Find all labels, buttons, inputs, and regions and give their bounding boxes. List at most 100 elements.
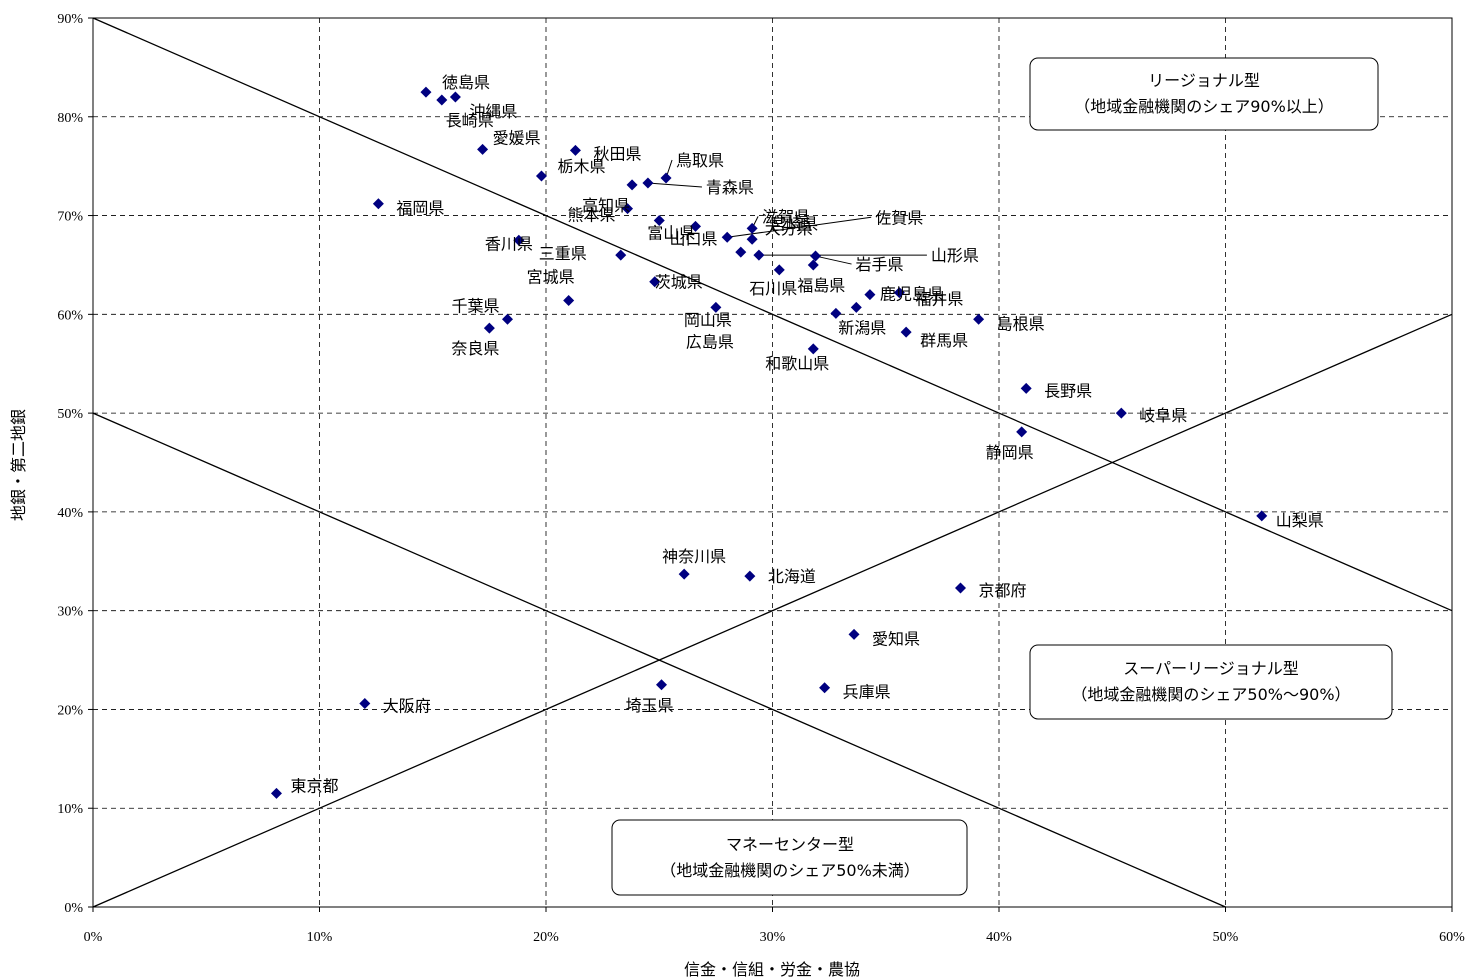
data-label: 熊本県 <box>568 206 616 225</box>
data-point <box>1115 407 1127 419</box>
data-point <box>848 628 860 640</box>
data-point <box>893 287 905 299</box>
x-tick-label: 0% <box>84 930 103 945</box>
annotation-money-center-title: マネーセンター型 <box>726 835 854 854</box>
x-tick-label: 60% <box>1439 930 1465 945</box>
data-label: 福島県 <box>797 276 845 295</box>
data-label: 愛媛県 <box>493 128 541 147</box>
data-label: 宮崎県 <box>770 214 818 233</box>
label-leader-line <box>647 182 702 188</box>
data-label: 千葉県 <box>451 296 499 315</box>
data-point <box>569 144 581 156</box>
data-label: 宮城県 <box>527 268 575 287</box>
data-point <box>678 568 690 580</box>
data-point <box>850 301 862 313</box>
annotation-money-center: マネーセンター型 （地域金融機関のシェア50%未満） <box>611 819 968 896</box>
data-label: 静岡県 <box>986 443 1034 462</box>
data-point <box>270 787 282 799</box>
data-point <box>660 172 672 184</box>
annotation-super-regional-subtitle: （地域金融機関のシェア50%〜90%） <box>1071 685 1350 704</box>
data-point <box>563 295 575 307</box>
data-label: 長野県 <box>1044 381 1092 400</box>
data-label: 京都府 <box>978 581 1026 600</box>
data-label: 広島県 <box>686 332 734 351</box>
data-label: 新潟県 <box>838 318 886 337</box>
tick-labels: 0% 10% 20% 30% 40% 50% 60% 0% 10% 20% 30% 40% 50% 60%… <box>57 12 1465 945</box>
data-point <box>477 143 489 155</box>
annotation-money-center-subtitle: （地域金融機関のシェア50%未満） <box>660 861 920 880</box>
data-label: 茨城県 <box>655 273 703 292</box>
y-tick-label: 60% <box>57 308 83 323</box>
data-label: 和歌山県 <box>765 354 829 373</box>
data-point <box>689 220 701 232</box>
y-tick-label: 70% <box>57 210 83 225</box>
data-point <box>1020 382 1032 394</box>
y-tick-label: 10% <box>57 802 83 817</box>
data-label: 石川県 <box>749 279 797 298</box>
data-point <box>372 198 384 210</box>
data-point <box>501 313 513 325</box>
y-tick-label: 90% <box>57 12 83 27</box>
data-point <box>513 234 525 246</box>
leader-lines <box>647 159 927 265</box>
data-point <box>615 249 627 261</box>
x-tick-label: 40% <box>986 930 1012 945</box>
label-leader-line <box>815 255 852 265</box>
data-label: 奈良県 <box>451 339 499 358</box>
x-tick-label: 30% <box>760 930 786 945</box>
data-point <box>649 276 661 288</box>
data-point <box>656 679 668 691</box>
data-label: 神奈川県 <box>662 547 726 566</box>
data-label: 長崎県 <box>446 111 494 130</box>
data-point <box>626 179 638 191</box>
data-label: 埼玉県 <box>626 696 674 715</box>
data-point <box>900 326 912 338</box>
annotation-regional: リージョナル型 （地域金融機関のシェア90%以上） <box>1029 57 1379 131</box>
annotation-boxes: リージョナル型 （地域金融機関のシェア90%以上） スーパーリージョナル型 （地… <box>611 57 1393 896</box>
data-point <box>819 682 831 694</box>
data-point <box>710 301 722 313</box>
data-label: 福井県 <box>915 290 963 309</box>
annotation-regional-subtitle: （地域金融機関のシェア90%以上） <box>1074 97 1334 116</box>
data-point <box>807 259 819 271</box>
data-label: 三重県 <box>539 244 587 263</box>
data-label: 栃木県 <box>557 157 605 176</box>
data-label: 鳥取県 <box>676 151 724 170</box>
data-point <box>483 322 495 334</box>
data-point <box>830 307 842 319</box>
y-tick-label: 20% <box>57 703 83 718</box>
data-label: 兵庫県 <box>843 683 891 702</box>
data-label: 山形県 <box>931 246 979 265</box>
data-point <box>864 289 876 301</box>
data-label: 福岡県 <box>396 199 444 218</box>
annotation-regional-title: リージョナル型 <box>1148 71 1260 90</box>
label-leader-line <box>727 216 872 238</box>
data-point <box>535 170 547 182</box>
data-label: 北海道 <box>768 567 816 586</box>
data-label: 島根県 <box>997 314 1045 333</box>
boundary-line <box>92 313 1453 908</box>
data-label: 山梨県 <box>1276 511 1324 530</box>
y-tick-label: 40% <box>57 506 83 521</box>
data-point <box>420 86 432 98</box>
data-point <box>810 250 822 262</box>
data-label: 山口県 <box>669 229 717 248</box>
data-point <box>954 582 966 594</box>
data-label: 富山県 <box>647 223 695 242</box>
y-tick-label: 80% <box>57 111 83 126</box>
data-point <box>449 91 461 103</box>
data-label: 香川県 <box>485 234 533 253</box>
data-point <box>773 264 785 276</box>
data-label: 岡山県 <box>684 310 732 329</box>
x-axis-label: 信金・信組・労金・農協 <box>684 960 860 979</box>
data-label: 東京都 <box>290 776 338 795</box>
data-point <box>735 246 747 258</box>
y-tick-label: 50% <box>57 407 83 422</box>
data-points <box>270 86 1268 799</box>
boundary-lines <box>92 17 1453 908</box>
data-label: 鹿児島県 <box>880 285 944 304</box>
data-point <box>807 343 819 355</box>
data-label: 沖縄県 <box>469 102 517 121</box>
